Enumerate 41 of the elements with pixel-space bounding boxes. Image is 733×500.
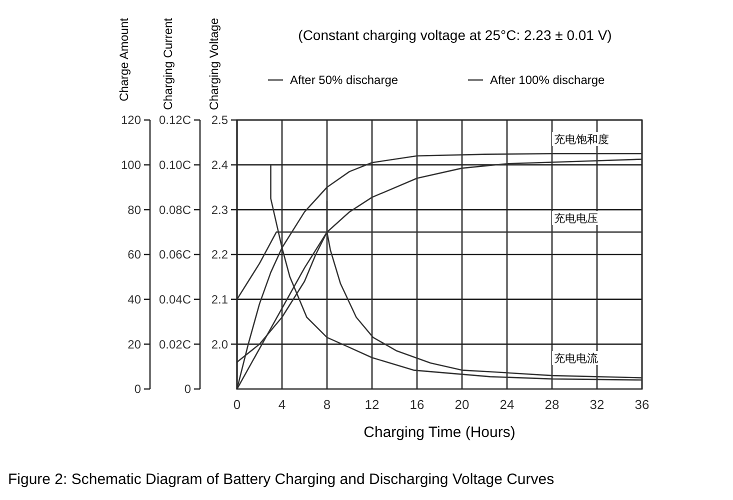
- y2-tick-label: 0.06C: [158, 248, 192, 262]
- y-axis-title: Charging Voltage: [207, 18, 221, 110]
- y-tick-label: 2.5: [211, 113, 228, 128]
- x-tick-label: 4: [278, 397, 286, 412]
- y2-axis-title: Charging Current: [161, 17, 175, 110]
- y3-axis-title: Charge Amount: [117, 17, 131, 102]
- y2-tick-label: 0: [184, 382, 192, 396]
- y-tick-label: 2.3: [211, 202, 228, 217]
- y2-tick-label: 0.02C: [158, 337, 192, 352]
- annotation: 充电饱和度: [554, 133, 609, 146]
- y3-tick-label: 0: [134, 382, 142, 396]
- x-tick-label: 36: [634, 397, 650, 412]
- chart-title: (Constant charging voltage at 25°C: 2.23 ± 0.01 V): [298, 27, 612, 43]
- y-tick-label: 2.4: [211, 158, 228, 172]
- x-tick-label: 24: [500, 397, 514, 412]
- x-tick-label: 12: [364, 397, 380, 412]
- y3-tick-label: 120: [120, 113, 142, 128]
- x-tick-label: 0: [233, 397, 241, 412]
- y2-tick-label: 0.08C: [158, 202, 192, 217]
- x-tick-label: 8: [323, 397, 331, 412]
- x-tick-label: 28: [544, 397, 560, 412]
- legend-label: After 50% discharge: [290, 73, 398, 87]
- y3-tick-label: 80: [128, 202, 142, 217]
- x-tick-label: 32: [590, 397, 604, 412]
- y3-tick-label: 20: [128, 337, 142, 352]
- x-tick-label: 16: [410, 397, 424, 412]
- y3-tick-label: 40: [128, 292, 142, 307]
- y2-tick-label: 0.04C: [158, 292, 192, 307]
- annotation: 充电电流: [554, 352, 598, 365]
- y2-tick-label: 0.10C: [158, 158, 192, 172]
- y3-tick-label: 100: [120, 158, 142, 172]
- legend-label: After 100% discharge: [490, 73, 606, 87]
- y-tick-label: 2.0: [211, 337, 228, 352]
- y-tick-label: 2.1: [211, 292, 228, 307]
- x-axis-title: Charging Time (Hours): [364, 424, 516, 441]
- y2-tick-label: 0.12C: [158, 113, 192, 128]
- y3-tick-label: 60: [128, 248, 142, 262]
- annotation: 充电电压: [554, 212, 598, 225]
- x-tick-label: 20: [454, 397, 470, 412]
- y-tick-label: 2.2: [211, 248, 228, 262]
- caption: Figure 2: Schematic Diagram of Battery Charging and Discharging Voltage Curves: [8, 471, 554, 488]
